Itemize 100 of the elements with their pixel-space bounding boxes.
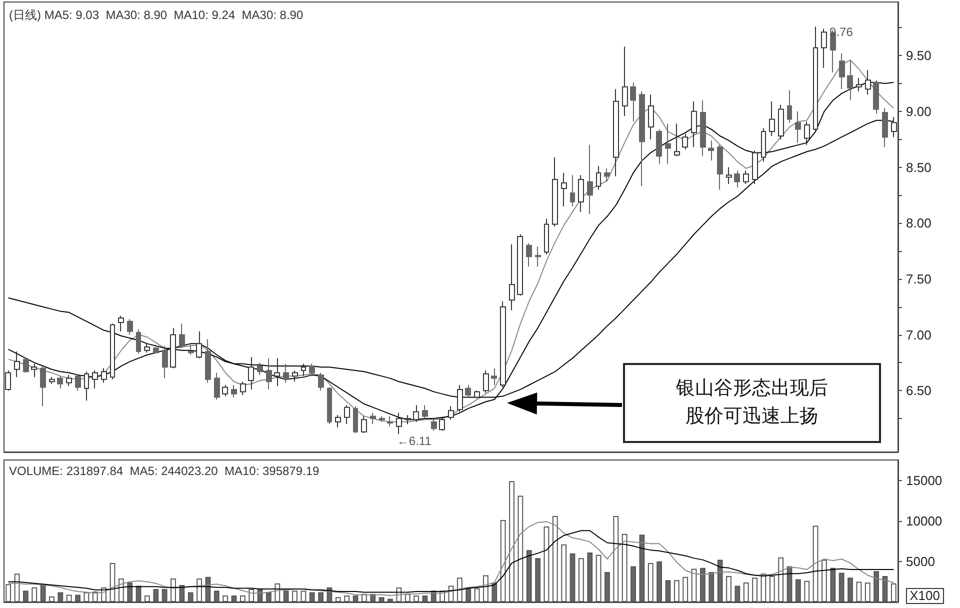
candlestick (769, 100, 775, 136)
candlestick (14, 351, 20, 378)
candlestick (578, 174, 584, 212)
candlestick (248, 356, 254, 390)
candlestick (674, 123, 680, 157)
candlestick (648, 94, 654, 140)
bar (544, 526, 550, 602)
bar (639, 534, 645, 602)
bar (778, 557, 784, 602)
bar (509, 481, 514, 602)
bar (648, 563, 654, 602)
candlestick (127, 318, 133, 336)
bar (214, 590, 220, 602)
bar (188, 592, 194, 602)
bar (6, 584, 12, 602)
bar (222, 596, 228, 602)
bar (500, 520, 506, 602)
candlestick (40, 366, 46, 407)
bar (196, 578, 202, 602)
bar (552, 516, 558, 602)
bar (231, 596, 237, 602)
bar (830, 568, 836, 602)
candlestick (422, 404, 428, 419)
bar (153, 589, 159, 602)
bar (170, 578, 176, 602)
candlestick (448, 406, 454, 420)
candlestick (431, 419, 437, 432)
bar (388, 598, 393, 602)
bar (335, 597, 341, 602)
candlestick (66, 374, 72, 387)
candlestick (327, 386, 332, 425)
candlestick (865, 70, 871, 96)
bar (518, 496, 524, 602)
candlestick (188, 344, 194, 356)
bar (848, 578, 853, 602)
bar (570, 553, 576, 602)
candlestick (570, 174, 575, 207)
candlestick (205, 338, 211, 384)
candlestick (891, 116, 897, 138)
bar (882, 576, 888, 602)
candlestick (196, 330, 202, 359)
text: (日线) MA5: 9.03 MA30: 8.90 MA10: 9.24 MA30: 8.90 (9, 8, 304, 22)
candlestick (622, 46, 628, 116)
bar (682, 576, 688, 602)
bar (743, 582, 749, 602)
candlestick (813, 26, 818, 132)
bar (708, 572, 714, 602)
candlestick (413, 404, 419, 422)
candlestick (257, 362, 263, 376)
candlestick (5, 370, 11, 392)
bar (726, 576, 732, 602)
y-tick-label: 8.50 (906, 160, 932, 175)
candlestick (31, 363, 37, 378)
candlestick (153, 346, 159, 354)
candlestick (639, 90, 645, 187)
bar (179, 584, 185, 602)
candlestick (405, 414, 411, 425)
bar (75, 594, 80, 602)
candlestick (379, 416, 385, 422)
candlestick (856, 77, 862, 92)
candlestick (734, 170, 740, 188)
candlestick (587, 144, 593, 215)
bar (84, 592, 90, 602)
bar (691, 568, 697, 602)
bar (66, 594, 72, 602)
candlestick (84, 371, 89, 402)
y-tick-label: 7.50 (906, 271, 932, 286)
bar (456, 578, 462, 602)
bar (483, 575, 488, 602)
bar (378, 597, 384, 602)
bar (492, 582, 498, 602)
candlestick (535, 246, 541, 268)
y-tick-label: 7.00 (906, 327, 932, 342)
candlestick (752, 150, 758, 185)
bar (769, 576, 775, 602)
bar (587, 552, 593, 602)
bar (804, 580, 810, 602)
candlestick (483, 370, 489, 394)
bar (812, 526, 818, 602)
candlestick (396, 412, 402, 435)
candlestick (283, 363, 289, 384)
candlestick (292, 370, 298, 382)
candlestick (682, 133, 688, 150)
candlestick (726, 166, 732, 185)
candlestick (75, 373, 81, 392)
candlestick (717, 144, 723, 190)
candlestick (873, 80, 879, 114)
candlestick (23, 356, 29, 374)
bar (613, 516, 619, 602)
candlestick (231, 384, 237, 398)
bar (656, 561, 662, 602)
candlestick (387, 416, 393, 427)
bar (526, 550, 532, 602)
candlestick (92, 370, 98, 389)
candlestick (110, 323, 115, 380)
candlestick (309, 363, 315, 377)
candlestick (517, 234, 523, 296)
bar (127, 582, 133, 602)
bar (23, 590, 28, 602)
candlestick (630, 82, 636, 122)
